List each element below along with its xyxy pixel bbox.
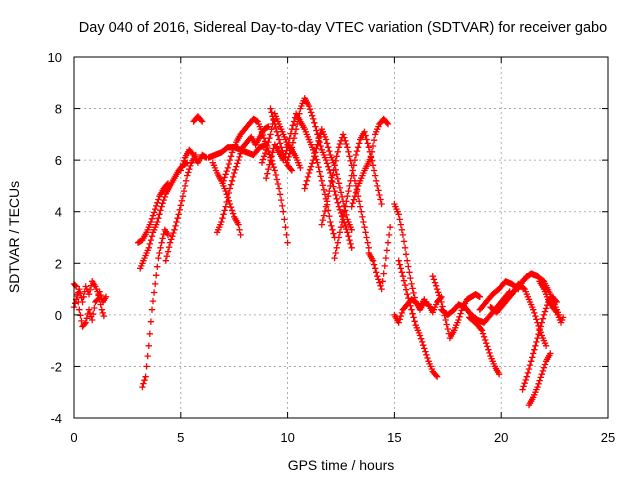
y-tick-label: 6 xyxy=(55,153,62,168)
series-trace-16 xyxy=(284,95,355,251)
series-trace-20 xyxy=(348,115,392,210)
y-tick-label: 10 xyxy=(48,50,62,65)
series-trace-6 xyxy=(162,151,199,264)
series-trace-32 xyxy=(525,350,554,409)
series-trace-19 xyxy=(331,128,385,262)
series-trace-7 xyxy=(177,146,210,174)
plus-marker xyxy=(177,146,210,174)
plus-marker xyxy=(209,159,244,239)
y-tick-label: 0 xyxy=(55,308,62,323)
plot-frame xyxy=(73,56,609,419)
x-tick-label: 0 xyxy=(70,430,77,445)
plus-marker xyxy=(391,296,428,326)
series-trace-3 xyxy=(137,159,191,272)
plus-marker xyxy=(301,126,355,233)
series-trace-8 xyxy=(190,113,206,125)
x-tick-label: 15 xyxy=(387,430,401,445)
series-trace-12 xyxy=(205,141,270,161)
plus-marker xyxy=(205,141,270,161)
y-axis-label: SDTVAR / TECUs xyxy=(6,181,22,293)
plus-marker xyxy=(348,115,392,210)
series-trace-23 xyxy=(395,257,441,380)
y-tick-label: 8 xyxy=(55,102,62,117)
series-trace-21 xyxy=(365,224,394,293)
plus-marker xyxy=(134,180,172,246)
plus-marker xyxy=(331,128,385,262)
series-trace-27 xyxy=(466,314,503,378)
series-trace-24 xyxy=(391,296,428,326)
x-tick-label: 5 xyxy=(177,430,184,445)
plus-marker xyxy=(508,280,550,349)
x-tick-label: 25 xyxy=(601,430,615,445)
plus-marker xyxy=(395,257,441,380)
plus-marker xyxy=(139,226,172,391)
plus-marker xyxy=(213,123,272,236)
series-trace-5 xyxy=(139,226,172,391)
series-trace-17 xyxy=(301,126,355,233)
axis-ticks: 0 5 10 15 20 25 -4 -2 0 2 4 6 8 10 xyxy=(48,50,616,445)
x-tick-label: 20 xyxy=(494,430,508,445)
plus-marker xyxy=(536,278,567,326)
plus-marker xyxy=(284,95,355,251)
x-axis-label: GPS time / hours xyxy=(288,457,395,473)
series-trace-4 xyxy=(134,180,172,246)
plus-marker xyxy=(162,151,199,264)
plus-marker xyxy=(190,113,206,125)
plus-marker xyxy=(466,314,503,378)
series-trace-9 xyxy=(209,159,244,239)
data-marks xyxy=(70,95,567,409)
plus-marker xyxy=(137,159,191,272)
y-tick-label: -2 xyxy=(50,359,62,374)
y-tick-label: 2 xyxy=(55,256,62,271)
series-trace-33 xyxy=(536,278,567,326)
y-tick-label: 4 xyxy=(55,205,62,220)
series-trace-30 xyxy=(508,280,550,349)
x-tick-label: 10 xyxy=(280,430,294,445)
plus-marker xyxy=(525,350,554,409)
chart-title: Day 040 of 2016, Sidereal Day-to-day VTE… xyxy=(79,20,607,36)
plus-marker xyxy=(365,224,394,293)
y-tick-label: -4 xyxy=(50,411,62,426)
series-trace-10 xyxy=(213,123,272,236)
